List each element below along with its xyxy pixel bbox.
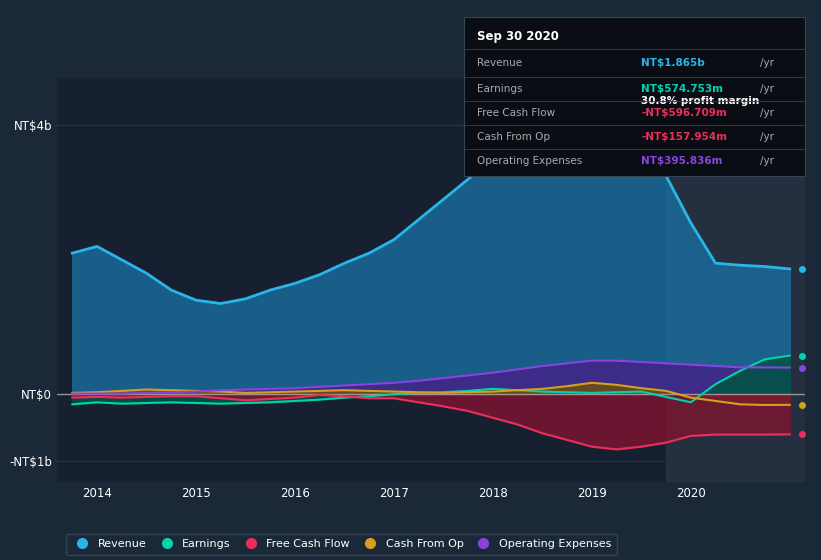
Text: Earnings: Earnings (478, 83, 523, 94)
Text: Cash From Op: Cash From Op (478, 132, 551, 142)
Text: /yr: /yr (760, 132, 774, 142)
Legend: Revenue, Earnings, Free Cash Flow, Cash From Op, Operating Expenses: Revenue, Earnings, Free Cash Flow, Cash … (66, 534, 617, 554)
Bar (666, 78, 805, 482)
Text: 30.8% profit margin: 30.8% profit margin (641, 96, 759, 106)
Text: -NT$596.709m: -NT$596.709m (641, 108, 727, 118)
Text: /yr: /yr (760, 58, 774, 68)
Text: Operating Expenses: Operating Expenses (478, 156, 583, 166)
Text: /yr: /yr (760, 108, 774, 118)
Text: /yr: /yr (760, 83, 774, 94)
Text: -NT$157.954m: -NT$157.954m (641, 132, 727, 142)
Text: Sep 30 2020: Sep 30 2020 (478, 30, 559, 43)
Text: NT$1.865b: NT$1.865b (641, 58, 704, 68)
Text: Revenue: Revenue (478, 58, 523, 68)
Text: /yr: /yr (760, 156, 774, 166)
Text: NT$574.753m: NT$574.753m (641, 83, 723, 94)
Text: Free Cash Flow: Free Cash Flow (478, 108, 556, 118)
Text: NT$395.836m: NT$395.836m (641, 156, 722, 166)
